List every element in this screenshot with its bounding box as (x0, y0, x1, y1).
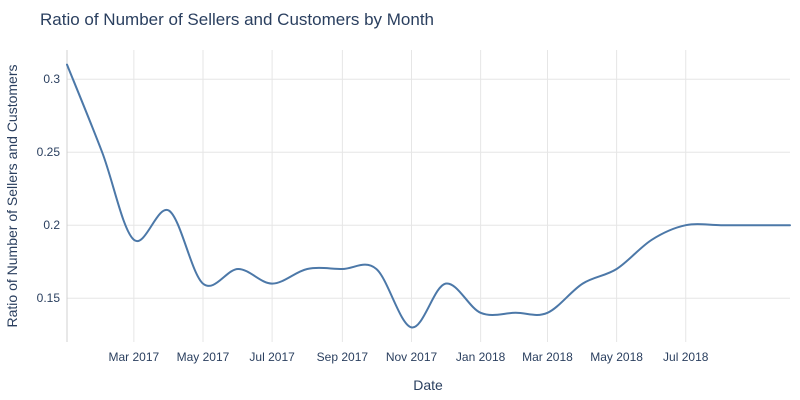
x-tick-label: Sep 2017 (317, 350, 369, 364)
series-layer (66, 63, 791, 329)
x-tick-label: May 2017 (177, 350, 230, 364)
x-tick-label: Jul 2017 (249, 350, 295, 364)
x-tick-label: Mar 2017 (109, 350, 160, 364)
x-tick-label: May 2018 (590, 350, 643, 364)
x-axis-label: Date (413, 377, 443, 393)
series-line (66, 63, 791, 329)
y-tick-label: 0.25 (37, 145, 61, 159)
x-tick-label: Jul 2018 (663, 350, 709, 364)
y-tick-label: 0.3 (43, 72, 60, 86)
chart-title: Ratio of Number of Sellers and Customers… (40, 10, 434, 29)
tick-layer: Mar 2017 May 2017 Jul 2017 Sep 2017 Nov 2017… (37, 72, 709, 364)
grid-layer (67, 50, 790, 342)
y-tick-label: 0.2 (43, 218, 60, 232)
x-tick-label: Nov 2017 (386, 350, 438, 364)
y-axis-label: Ratio of Number of Sellers and Customers (4, 65, 20, 328)
x-tick-label: Jan 2018 (456, 350, 506, 364)
y-tick-label: 0.15 (37, 291, 61, 305)
x-tick-label: Mar 2018 (522, 350, 573, 364)
